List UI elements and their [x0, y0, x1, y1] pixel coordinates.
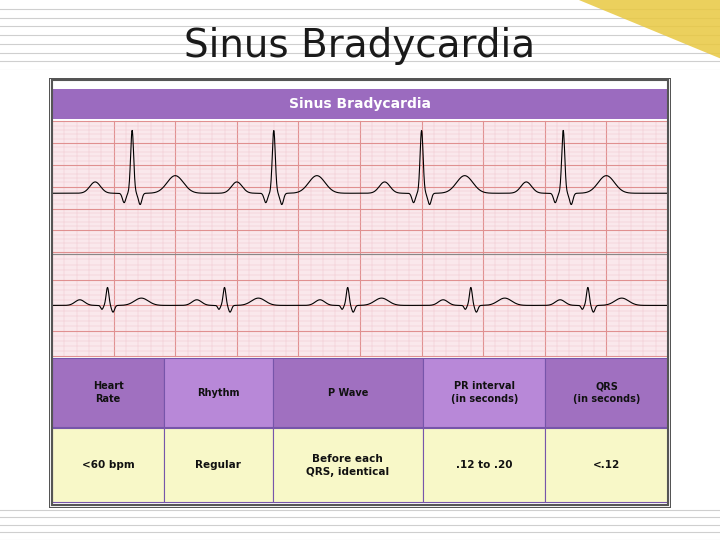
Text: Heart
Rate: Heart Rate	[93, 381, 123, 404]
Text: PR interval
(in seconds): PR interval (in seconds)	[451, 381, 518, 404]
FancyBboxPatch shape	[272, 428, 423, 502]
Text: Rhythm: Rhythm	[197, 388, 240, 397]
FancyBboxPatch shape	[423, 358, 546, 427]
Text: QRS
(in seconds): QRS (in seconds)	[573, 381, 640, 404]
FancyBboxPatch shape	[164, 358, 272, 427]
FancyBboxPatch shape	[546, 428, 668, 502]
Text: P Wave: P Wave	[328, 388, 368, 397]
FancyBboxPatch shape	[423, 428, 546, 502]
Text: Regular: Regular	[195, 460, 241, 470]
FancyBboxPatch shape	[546, 358, 668, 427]
FancyBboxPatch shape	[52, 122, 668, 356]
Polygon shape	[579, 0, 720, 58]
FancyBboxPatch shape	[49, 78, 671, 508]
FancyBboxPatch shape	[52, 89, 668, 119]
Text: Sinus Bradycardia: Sinus Bradycardia	[289, 97, 431, 111]
Text: Before each
QRS, identical: Before each QRS, identical	[306, 454, 390, 476]
FancyBboxPatch shape	[272, 358, 423, 427]
Text: .12 to .20: .12 to .20	[456, 460, 513, 470]
Text: <.12: <.12	[593, 460, 621, 470]
FancyBboxPatch shape	[52, 428, 164, 502]
FancyBboxPatch shape	[52, 358, 164, 427]
Text: Sinus Bradycardia: Sinus Bradycardia	[184, 27, 536, 65]
FancyBboxPatch shape	[164, 428, 272, 502]
Text: <60 bpm: <60 bpm	[81, 460, 135, 470]
